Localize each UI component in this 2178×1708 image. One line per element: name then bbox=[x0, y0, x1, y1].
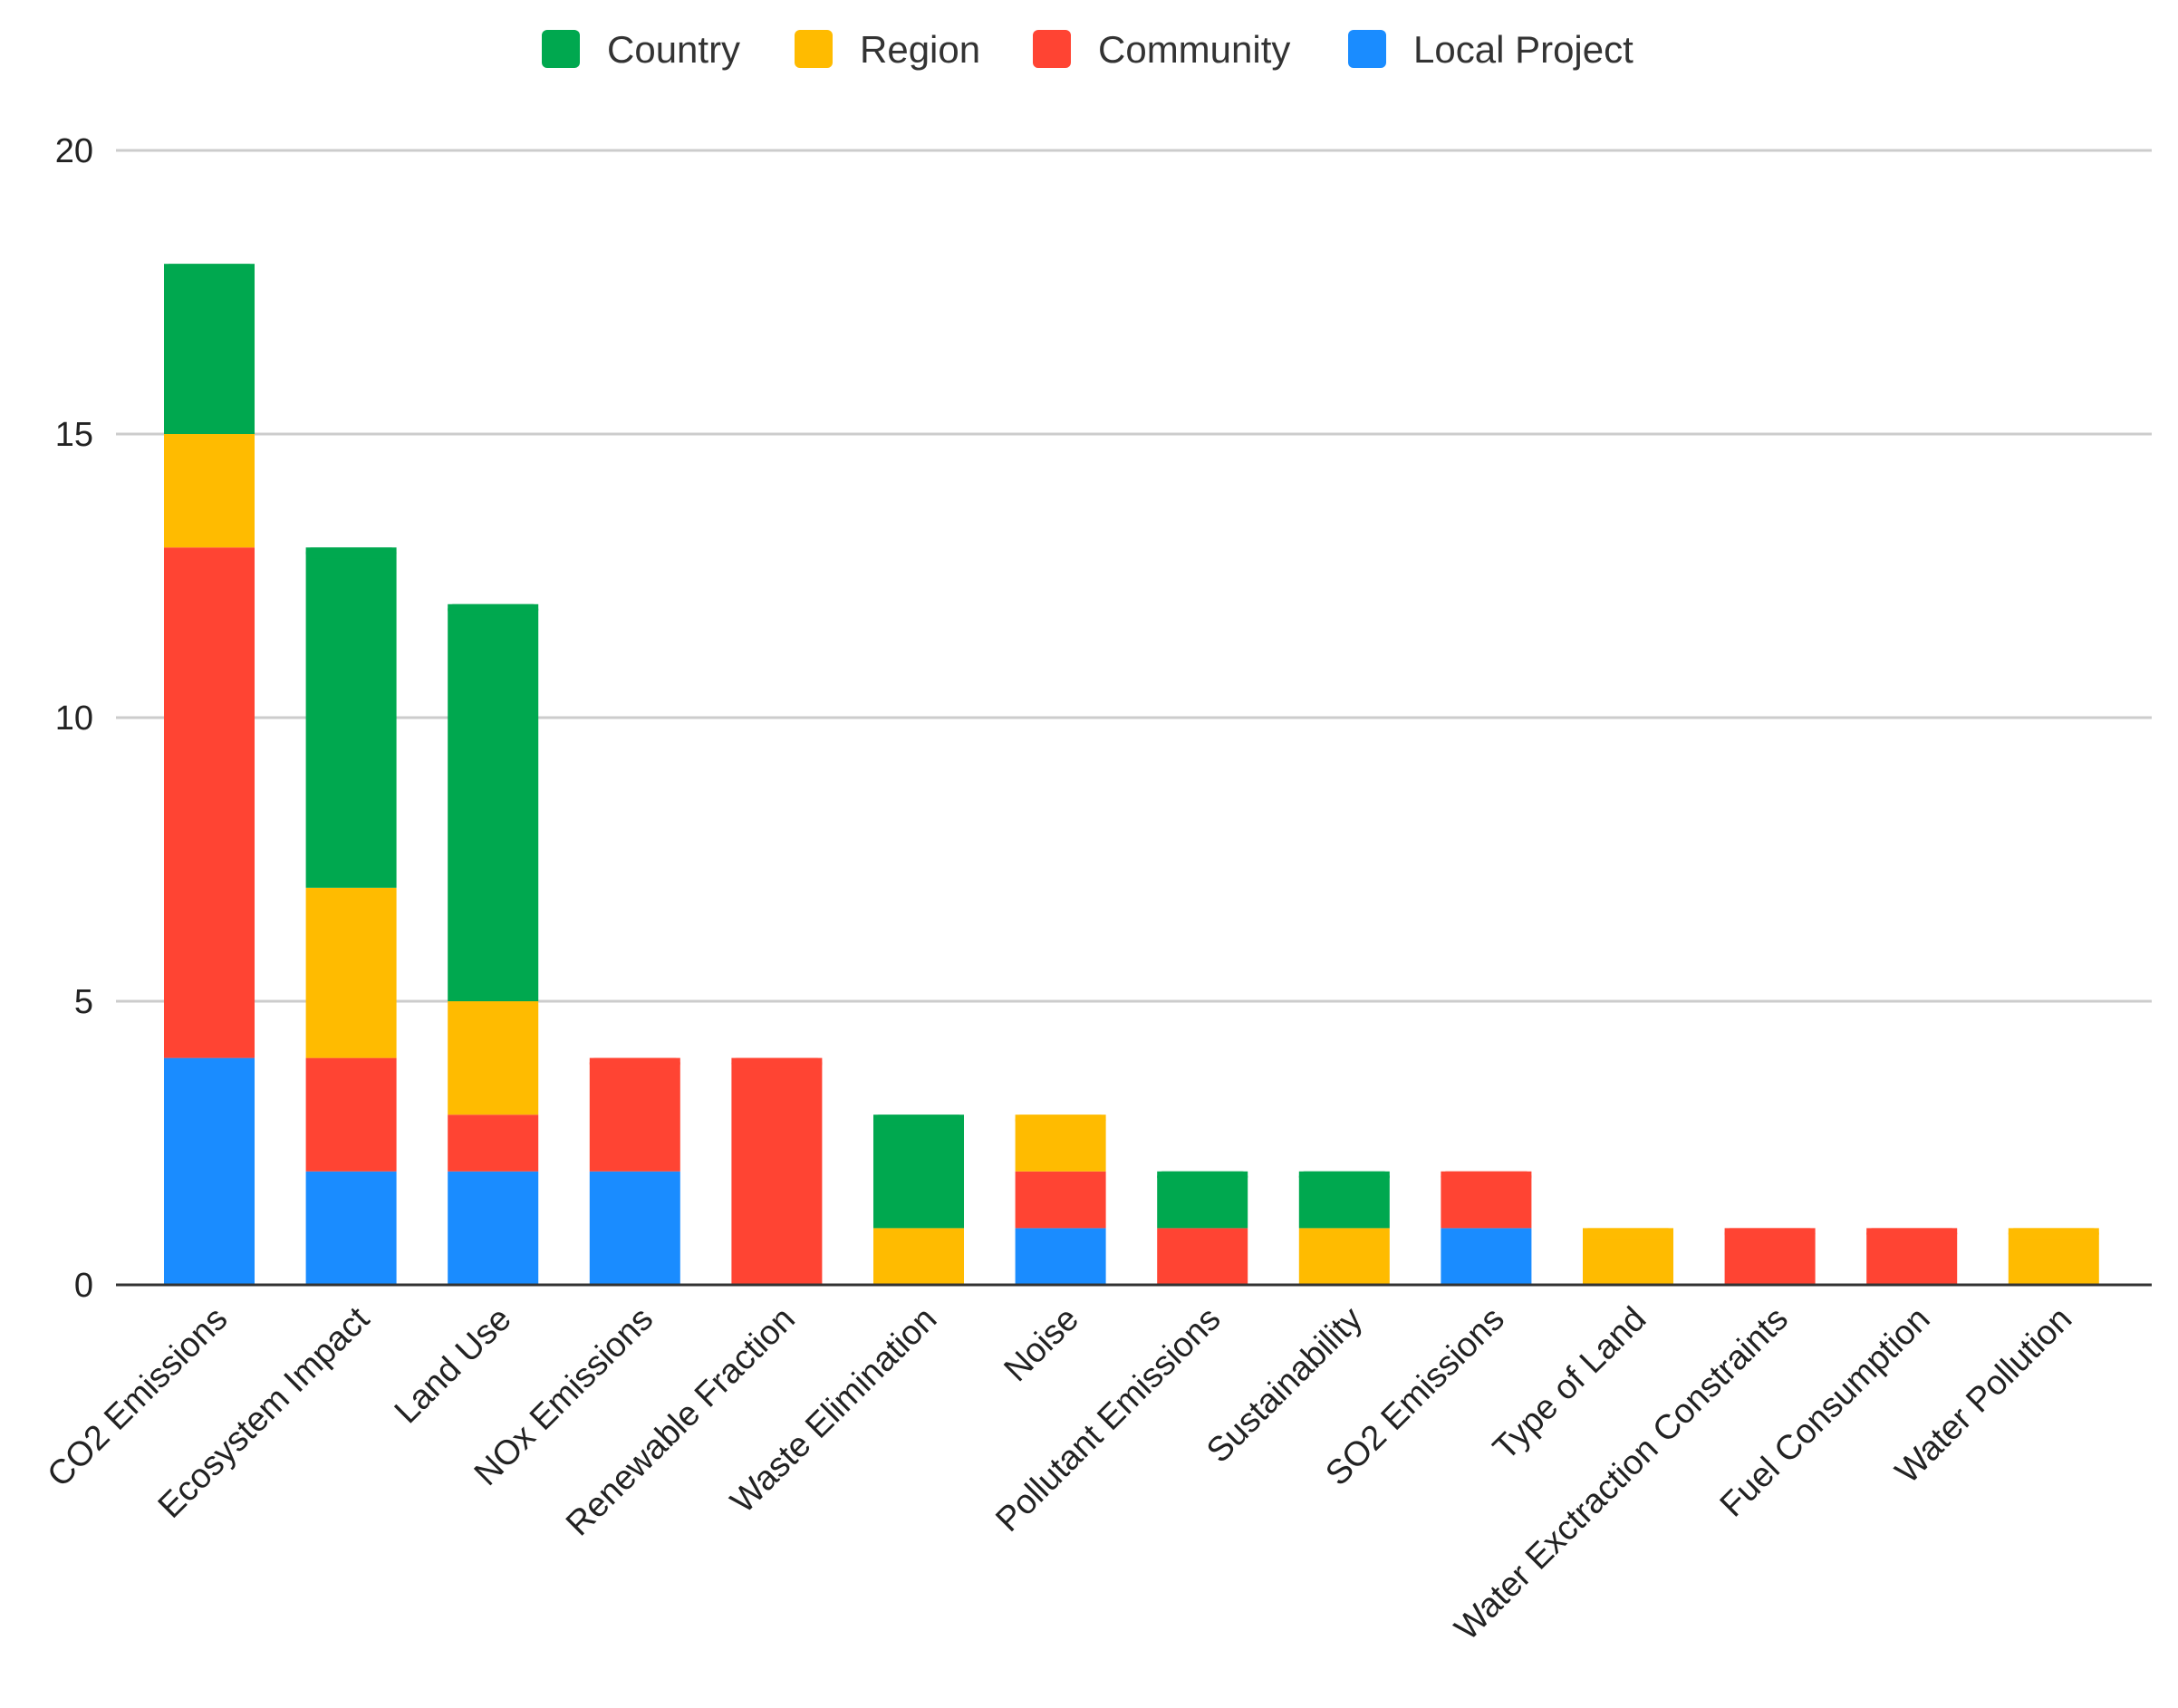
x-tick-label-noise: Noise bbox=[997, 1300, 1086, 1389]
bar-sustainability-region bbox=[1298, 1228, 1390, 1285]
legend-label-country: Country bbox=[607, 28, 740, 71]
bar-stack-ecosystem-impact bbox=[305, 547, 397, 1285]
bar-stack-land-use bbox=[448, 603, 539, 1285]
bar-land-use-local-project bbox=[448, 1171, 539, 1285]
y-tick-label-5: 5 bbox=[74, 983, 93, 1021]
bar-cap-nox-emissions bbox=[589, 1057, 680, 1069]
bar-stack-nox-emissions bbox=[589, 1057, 680, 1285]
y-tick-label-0: 0 bbox=[74, 1267, 93, 1305]
legend-label-region: Region bbox=[860, 28, 980, 71]
bar-noise-local-project bbox=[1015, 1228, 1106, 1285]
bar-co2-emissions-region bbox=[164, 434, 255, 548]
bar-stack-renewable-fraction bbox=[731, 1057, 823, 1285]
bar-so2-emissions-local-project bbox=[1441, 1228, 1532, 1285]
bar-co2-emissions-community bbox=[164, 547, 255, 1058]
bar-ecosystem-impact-region bbox=[305, 887, 397, 1058]
y-tick-label-10: 10 bbox=[55, 700, 93, 738]
bar-cap-land-use bbox=[448, 603, 539, 615]
bar-cap-type-of-land bbox=[1583, 1228, 1673, 1240]
bar-stack-type-of-land bbox=[1583, 1228, 1673, 1285]
bar-nox-emissions-local-project bbox=[589, 1171, 680, 1285]
bar-cap-water-pollution bbox=[2008, 1228, 2099, 1240]
bar-stack-co2-emissions bbox=[164, 264, 255, 1285]
bar-cap-pollutant-emissions bbox=[1157, 1171, 1248, 1182]
bar-cap-sustainability bbox=[1298, 1171, 1390, 1182]
x-tick-label-land-use: Land Use bbox=[388, 1300, 519, 1432]
bar-ecosystem-impact-community bbox=[305, 1057, 397, 1172]
bar-stack-pollutant-emissions bbox=[1157, 1171, 1248, 1285]
legend-swatch-local-project bbox=[1348, 30, 1386, 68]
legend-label-community: Community bbox=[1098, 28, 1290, 71]
y-tick-label-15: 15 bbox=[55, 416, 93, 454]
bar-cap-ecosystem-impact bbox=[305, 547, 397, 559]
bar-stack-water-exctraction-constraints bbox=[1724, 1228, 1816, 1285]
bar-stack-sustainability bbox=[1298, 1171, 1390, 1285]
bar-stack-waste-elimination bbox=[873, 1115, 964, 1285]
bar-cap-waste-elimination bbox=[873, 1115, 964, 1126]
bar-waste-elimination-country bbox=[873, 1115, 964, 1229]
bar-cap-so2-emissions bbox=[1441, 1171, 1532, 1182]
bars bbox=[164, 264, 2099, 1285]
legend-swatch-region bbox=[795, 30, 833, 68]
bar-cap-noise bbox=[1015, 1115, 1106, 1126]
x-tick-label-renewable-fraction: Renewable Fraction bbox=[559, 1300, 803, 1544]
bar-cap-co2-emissions bbox=[164, 264, 255, 275]
bar-co2-emissions-local-project bbox=[164, 1057, 255, 1285]
legend-label-local-project: Local Project bbox=[1413, 28, 1634, 71]
y-tick-label-20: 20 bbox=[55, 132, 93, 170]
bar-ecosystem-impact-local-project bbox=[305, 1171, 397, 1285]
bar-stack-water-pollution bbox=[2008, 1228, 2099, 1285]
bar-cap-renewable-fraction bbox=[731, 1057, 823, 1069]
bar-noise-community bbox=[1015, 1171, 1106, 1229]
bar-ecosystem-impact-country bbox=[305, 547, 397, 888]
bar-land-use-community bbox=[448, 1115, 539, 1172]
legend-swatch-community bbox=[1033, 30, 1071, 68]
bar-land-use-region bbox=[448, 1001, 539, 1115]
bar-cap-water-exctraction-constraints bbox=[1724, 1228, 1816, 1240]
bar-co2-emissions-country bbox=[164, 264, 255, 434]
bar-waste-elimination-region bbox=[873, 1228, 964, 1285]
gridlines bbox=[116, 149, 2152, 1003]
y-axis-ticks: 0 5 10 15 20 bbox=[55, 132, 93, 1305]
bar-stack-fuel-consumption bbox=[1866, 1228, 1958, 1285]
legend: Country Region Community Local Project bbox=[542, 28, 1634, 71]
bar-nox-emissions-community bbox=[589, 1057, 680, 1172]
bar-stack-noise bbox=[1015, 1115, 1106, 1285]
bar-pollutant-emissions-community bbox=[1157, 1228, 1248, 1285]
bar-land-use-country bbox=[448, 603, 539, 1001]
legend-swatch-country bbox=[542, 30, 580, 68]
bar-renewable-fraction-community bbox=[731, 1057, 823, 1285]
bar-cap-fuel-consumption bbox=[1866, 1228, 1958, 1240]
bar-stack-so2-emissions bbox=[1441, 1171, 1532, 1285]
